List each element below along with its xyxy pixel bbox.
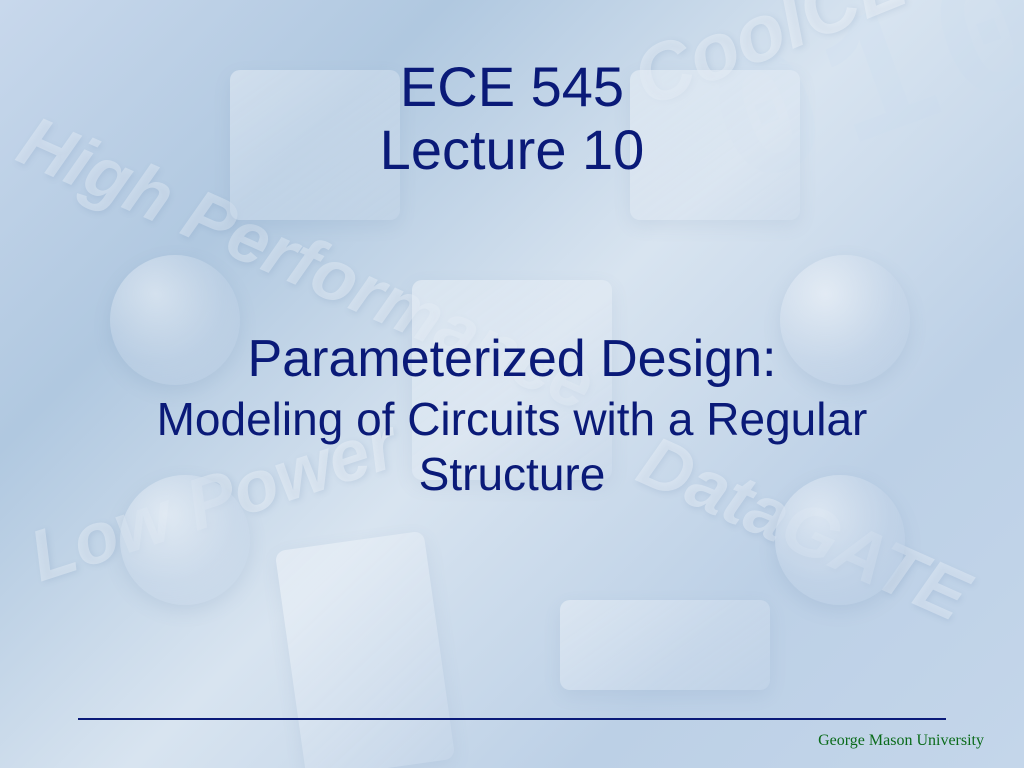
slide-subtitle: Modeling of Circuits with a Regular Stru…	[70, 392, 954, 502]
footer-institution: George Mason University	[818, 732, 984, 750]
slide-title-block: Parameterized Design: Modeling of Circui…	[0, 330, 1024, 502]
course-code: ECE 545	[0, 56, 1024, 119]
lecture-number: Lecture 10	[0, 119, 1024, 182]
slide: ECE 545 Lecture 10 Parameterized Design:…	[0, 0, 1024, 768]
footer-divider	[78, 718, 946, 720]
slide-header: ECE 545 Lecture 10	[0, 56, 1024, 181]
slide-main-title: Parameterized Design:	[70, 330, 954, 390]
